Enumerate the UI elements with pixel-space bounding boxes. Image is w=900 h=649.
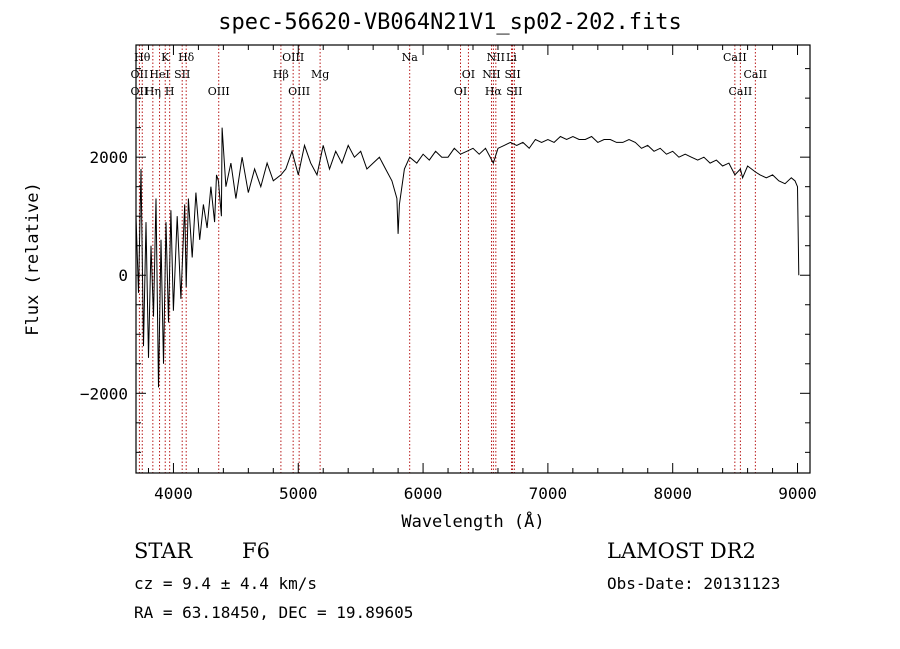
survey-name: LAMOST DR2 <box>607 539 756 563</box>
x-tick-label: 6000 <box>404 484 443 503</box>
line-label: NII <box>482 68 500 81</box>
object-subclass: F6 <box>242 539 270 563</box>
spectrum-line <box>135 127 800 388</box>
line-label: HeI <box>149 68 169 81</box>
line-label: OIII <box>282 51 304 64</box>
line-label: K <box>161 51 170 64</box>
line-label: CaII <box>729 85 753 98</box>
y-tick-label: 0 <box>118 266 128 285</box>
line-label: OI <box>462 68 475 81</box>
redshift-cz: cz = 9.4 ± 4.4 km/s <box>134 574 318 593</box>
line-label: OIII <box>288 85 310 98</box>
chart-title: spec-56620-VB064N21V1_sp02-202.fits <box>218 10 682 35</box>
x-tick-label: 4000 <box>154 484 193 503</box>
line-label: Hβ <box>273 68 289 81</box>
line-label: SII <box>506 85 522 98</box>
plot-frame <box>135 44 811 474</box>
line-label: CaII <box>723 51 747 64</box>
spectral-line-markers <box>138 45 756 473</box>
x-tick-label: 5000 <box>279 484 318 503</box>
line-label: NII <box>487 51 505 64</box>
observation-date: Obs-Date: 20131123 <box>607 574 781 593</box>
ra-dec: RA = 63.18450, DEC = 19.89605 <box>134 603 414 622</box>
line-label: OI <box>454 85 467 98</box>
line-label: OII <box>131 68 149 81</box>
line-label: Hθ <box>134 51 151 64</box>
line-label: OIII <box>208 85 230 98</box>
y-tick-label: −2000 <box>80 384 128 403</box>
line-label: Hα <box>485 85 503 98</box>
line-label: Hδ <box>178 51 195 64</box>
y-axis-label: Flux (relative) <box>23 182 43 336</box>
y-tick-label: 2000 <box>89 148 128 167</box>
line-label: SII <box>174 68 190 81</box>
x-tick-label: 9000 <box>778 484 817 503</box>
line-label: Li <box>506 51 517 64</box>
line-label: Mg <box>311 68 329 81</box>
line-label: Hη <box>145 85 161 98</box>
line-label: Na <box>402 51 419 64</box>
x-axis-label: Wavelength (Å) <box>401 512 545 532</box>
line-label: CaII <box>743 68 767 81</box>
line-label: OII <box>131 85 149 98</box>
axis-ticks: 4000 5000 6000 7000 8000 9000 −2000 0 2000 <box>80 45 817 503</box>
line-label: SII <box>504 68 520 81</box>
line-label: H <box>165 85 175 98</box>
x-tick-label: 8000 <box>653 484 692 503</box>
spectrum-series <box>135 127 800 388</box>
object-class: STAR <box>134 539 193 563</box>
x-tick-label: 7000 <box>529 484 568 503</box>
